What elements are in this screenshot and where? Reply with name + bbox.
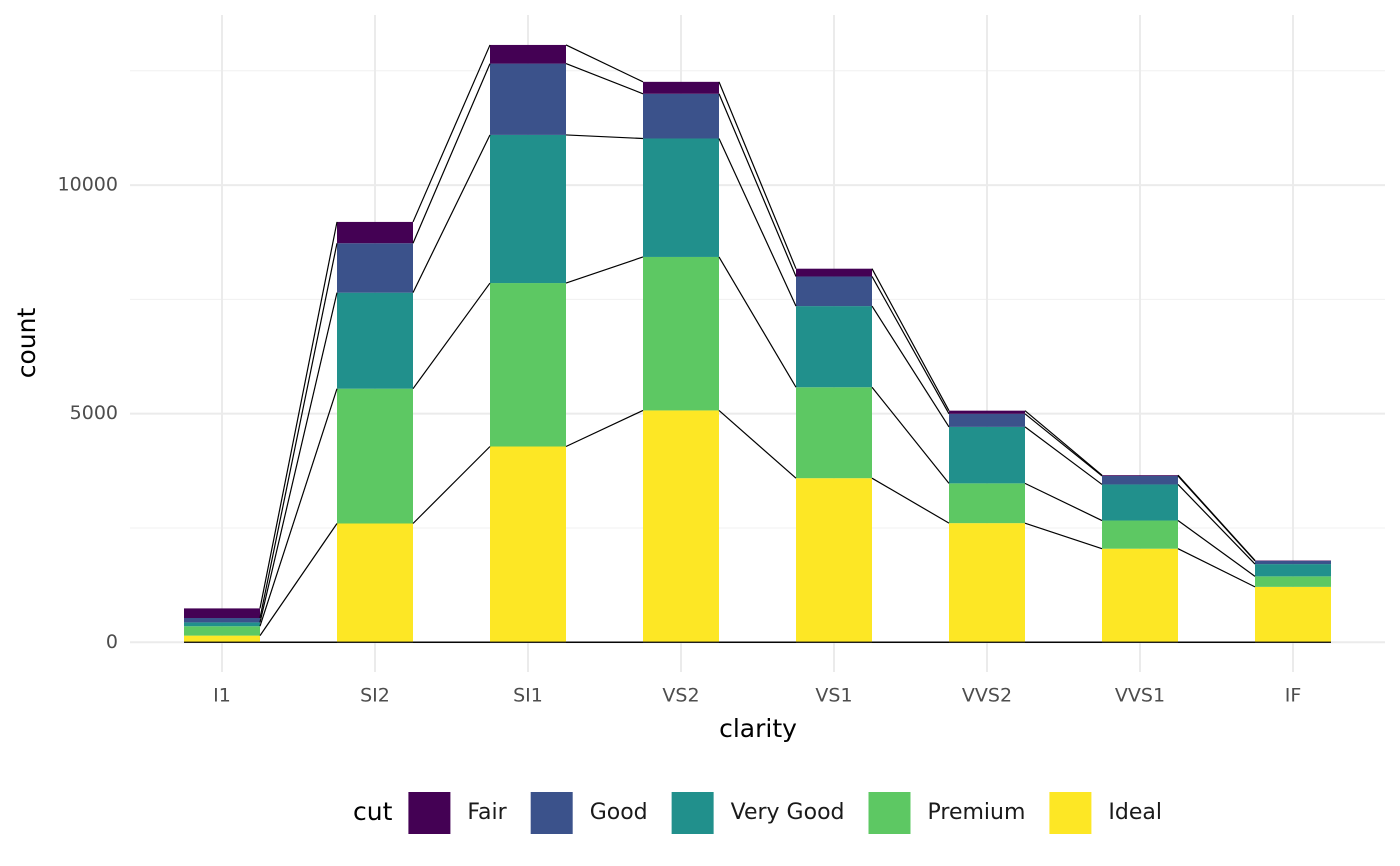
y-tick-label: 0 [106,631,118,653]
bar-segment [796,478,872,643]
bar-segment [643,410,719,643]
bar-segment [796,276,872,307]
legend-label: Ideal [1108,800,1162,825]
flow-line [871,386,950,484]
bar-segment [643,138,719,257]
bar-segment [490,283,566,447]
x-tick-label: VS1 [815,685,852,707]
bar-segment [1102,548,1178,643]
flow-line [718,93,797,277]
bar-segment [643,93,719,139]
flow-line [718,138,797,307]
bar-segment [1255,576,1331,587]
flow-line [1024,522,1103,550]
bar-segment [949,426,1025,484]
bar-segment [490,446,566,643]
bar-segment [1102,484,1178,521]
legend-title: cut [353,797,393,826]
legend-label: Good [590,800,648,825]
flow-line [871,477,950,524]
bar-segment [337,292,413,389]
y-axis-title: count [12,308,41,379]
flow-line [412,63,491,244]
y-tick-label: 10000 [58,174,118,196]
x-tick-label: SI2 [360,685,390,707]
flow-line [871,276,950,415]
flow-line [565,409,644,448]
bar-segment [796,306,872,388]
flow-line [412,282,491,390]
y-tick-label: 5000 [70,402,118,424]
x-tick-label: VVS2 [962,685,1012,707]
bar-segment [184,608,260,619]
x-axis-title: clarity [719,714,797,743]
legend-label: Premium [928,800,1026,825]
flow-line [1024,426,1103,485]
bar-segment [643,81,719,94]
legend-key [530,792,573,834]
flow-line [412,44,491,223]
x-tick-label: I1 [213,685,231,707]
flow-line [1024,482,1103,522]
bar-segment [337,523,413,643]
flow-line [412,134,491,293]
bar-segment [949,410,1025,414]
bar-segment [796,387,872,479]
flow-line [259,292,338,623]
bar-segment [1255,560,1331,565]
bar-segment [949,413,1025,427]
x-tick-label: VVS1 [1115,685,1165,707]
x-tick-label: SI1 [513,685,543,707]
flow-line [1177,548,1256,588]
flow-line [1024,413,1103,477]
flow-line [259,221,338,609]
legend-key [671,792,714,834]
flow-line [1024,410,1103,476]
flow-line [1177,474,1256,561]
bar-segment [337,243,413,293]
bar-segment [796,268,872,277]
bar-segment [1102,520,1178,549]
flow-line [1177,520,1256,577]
bar-segment [490,44,566,64]
legend-label: Very Good [731,800,845,825]
bar-segment [1255,586,1331,643]
bar-segment [949,523,1025,643]
flow-line [565,256,644,284]
bar-segment [184,622,260,627]
flow-line [565,134,644,140]
bar-segment [490,63,566,135]
flow-line [871,268,950,411]
flow-line [412,446,491,524]
legend-key [868,792,911,834]
bar-segment [1255,564,1331,577]
legend-key [408,792,451,834]
legend-label: Fair [467,800,507,825]
flow-line [718,409,797,479]
flow-line [718,256,797,388]
bar-segment [643,256,719,411]
flow-line [259,523,338,636]
x-tick-label: VS2 [662,685,699,707]
flow-line [565,44,644,83]
bar-segment [1102,475,1178,476]
bar-segment [949,483,1025,524]
flow-line [259,388,338,627]
x-tick-label: IF [1285,685,1302,707]
bar-segment [1102,475,1178,485]
bar-segment [184,618,260,623]
bar-segment [184,635,260,643]
bar-segment [184,626,260,636]
flow-line [259,243,338,619]
legend-key [1049,792,1092,834]
flow-line [871,305,950,428]
flow-line [1177,484,1256,565]
bar-segment [490,134,566,284]
bar-segment [337,388,413,524]
flow-line [718,81,797,269]
flow-line [565,63,644,95]
bar-segment [337,221,413,244]
